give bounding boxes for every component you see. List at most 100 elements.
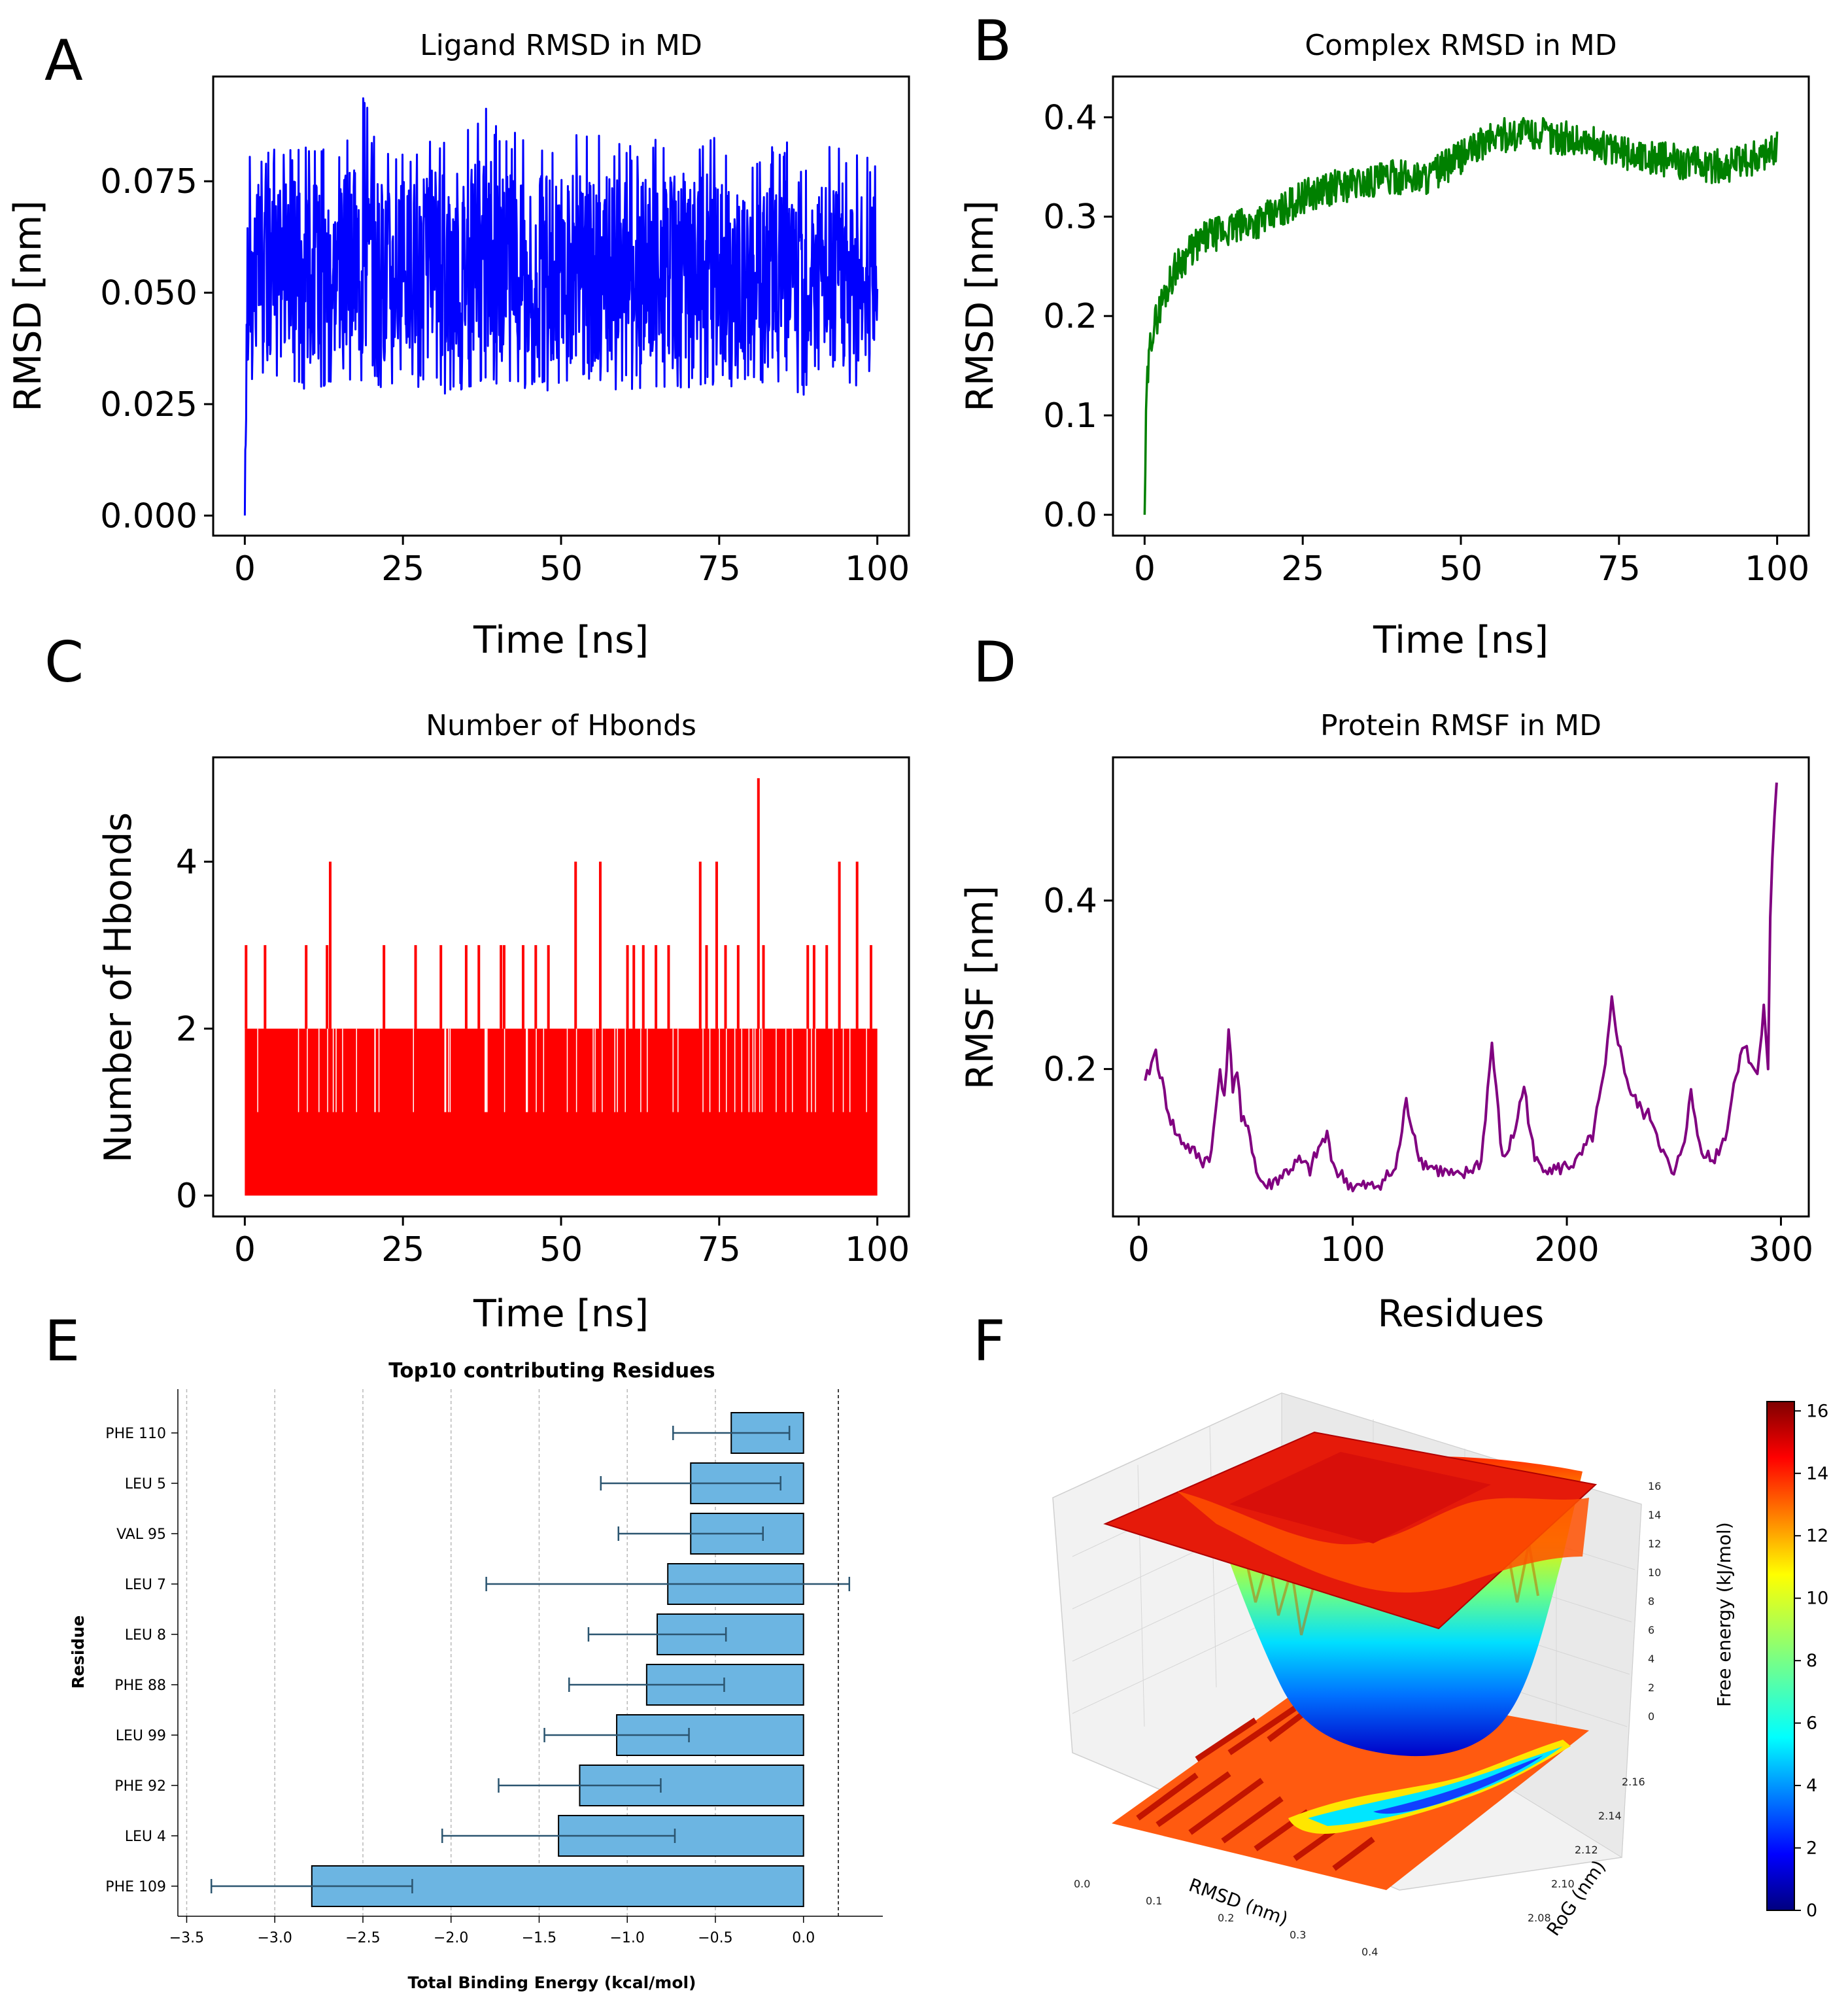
- chart-c-xtick-label: 25: [381, 1230, 424, 1269]
- chart-f-colorbar-tick-label: 6: [1806, 1714, 1817, 1734]
- chart-complex-rmsd: Complex RMSD in MD 0 25 50 75 100 0.0 0.1 0.2 0.…: [959, 29, 1810, 662]
- chart-e-xlabel: Total Binding Energy (kcal/mol): [407, 1973, 696, 1992]
- chart-f-top-plane-highlight: [1229, 1452, 1491, 1543]
- chart-e-xtick-label: −2.0: [434, 1930, 468, 1946]
- chart-b-title: Complex RMSD in MD: [1305, 29, 1617, 62]
- chart-f-ztick-label: 14: [1648, 1509, 1661, 1521]
- chart-e-category-label: VAL 95: [116, 1526, 166, 1543]
- chart-e-xtick-label: −0.5: [698, 1930, 732, 1946]
- chart-e-xtick-label: −3.0: [258, 1930, 292, 1946]
- chart-e-category-label: LEU 99: [116, 1728, 166, 1744]
- chart-a-ytick-label: 0.000: [100, 496, 197, 536]
- chart-e-category-label: PHE 110: [105, 1426, 166, 1442]
- chart-f-floor-cyan-basin: [1308, 1746, 1563, 1826]
- chart-a-series-line: [243, 97, 879, 516]
- chart-d-series-line: [1144, 782, 1778, 1193]
- chart-b-xtick-label: 0: [1134, 549, 1155, 589]
- panel-letter-f: F: [973, 1309, 1005, 1374]
- chart-d-xlabel: Residues: [1378, 1292, 1545, 1335]
- chart-free-energy-landscape: 0.0 0.1 0.2 0.3 0.4 2.08 2.10 2.12 2.14 2.16 0 2 4 6 8…: [1052, 1392, 1828, 1958]
- chart-d-ytick-label: 0.4: [1043, 882, 1097, 921]
- chart-f-xtick-label: 0.2: [1218, 1912, 1234, 1924]
- chart-d-xtick-label: 100: [1320, 1230, 1385, 1269]
- chart-d-xtick-label: 200: [1534, 1230, 1599, 1269]
- chart-b-ytick-label: 0.1: [1043, 396, 1097, 436]
- chart-f-ytick-label: 2.10: [1551, 1878, 1575, 1890]
- chart-f-colorbar-tick-label: 2: [1806, 1838, 1817, 1859]
- chart-c-title: Number of Hbonds: [426, 709, 696, 742]
- chart-f-ytick-label: 2.08: [1528, 1912, 1551, 1924]
- chart-c-xtick-label: 50: [539, 1230, 583, 1269]
- chart-f-ztick-label: 16: [1648, 1480, 1661, 1492]
- chart-a-title: Ligand RMSD in MD: [420, 29, 702, 62]
- chart-b-xlabel: Time [ns]: [1373, 619, 1549, 662]
- panel-letter-c: C: [44, 630, 84, 695]
- panel-letter-b: B: [973, 9, 1012, 74]
- chart-d-xtick-label: 300: [1749, 1230, 1813, 1269]
- chart-a-xtick-label: 75: [698, 549, 741, 589]
- chart-f-colorbar-tick-label: 14: [1806, 1464, 1828, 1484]
- chart-f-ztick-label: 0: [1648, 1710, 1654, 1723]
- chart-a-ylabel: RMSD [nm]: [7, 200, 50, 411]
- chart-c-ytick-label: 4: [176, 843, 197, 882]
- chart-a-ytick-label: 0.075: [100, 162, 197, 201]
- chart-f-ztick-label: 6: [1648, 1624, 1654, 1636]
- chart-f-xlabel: RMSD (nm): [1186, 1874, 1291, 1930]
- chart-f-xtick-label: 0.0: [1074, 1878, 1090, 1890]
- chart-hbonds: Number of Hbonds 0 25 50 75 100 0 2 4 Time [ns]…: [97, 709, 910, 1335]
- chart-f-ytick-label: 2.16: [1622, 1776, 1645, 1788]
- chart-e-category-label: PHE 88: [114, 1678, 166, 1694]
- chart-f-xtick-label: 0.3: [1290, 1929, 1306, 1941]
- chart-e-title: Top10 contributing Residues: [388, 1359, 715, 1383]
- chart-e-xtick-label: 0.0: [792, 1930, 815, 1946]
- chart-protein-rmsf: Protein RMSF in MD 0 100 200 300 0.2 0.4 Resi…: [959, 709, 1813, 1335]
- chart-c-ytick-label: 2: [176, 1010, 197, 1049]
- chart-e-xtick-label: −1.5: [522, 1930, 556, 1946]
- chart-f-xtick-label: 0.4: [1361, 1946, 1378, 1958]
- chart-b-ytick-label: 0.0: [1043, 496, 1097, 535]
- chart-f-ytick-label: 2.14: [1598, 1810, 1622, 1822]
- chart-f-colorbar-tick-label: 4: [1806, 1776, 1817, 1796]
- chart-e-xtick-label: −2.5: [345, 1930, 380, 1946]
- chart-f-ztick-label: 4: [1648, 1653, 1654, 1665]
- chart-f-xtick-label: 0.1: [1146, 1895, 1162, 1907]
- panel-letter-e: E: [44, 1309, 80, 1374]
- chart-f-top-rim: [1177, 1491, 1589, 1593]
- chart-f-colorbar-tick-label: 0: [1806, 1901, 1817, 1921]
- chart-b-ytick-label: 0.2: [1043, 297, 1097, 336]
- chart-b-ytick-label: 0.3: [1043, 198, 1097, 237]
- chart-f-ztick-label: 12: [1648, 1538, 1661, 1550]
- chart-f-ztick-label: 2: [1648, 1681, 1654, 1694]
- chart-a-xlabel: Time [ns]: [473, 619, 649, 662]
- chart-c-xtick-label: 100: [845, 1230, 910, 1269]
- chart-f-ytick-label: 2.12: [1575, 1844, 1598, 1856]
- chart-a-xtick-label: 0: [234, 549, 256, 589]
- chart-b-ytick-label: 0.4: [1043, 98, 1097, 137]
- chart-b-xtick-label: 25: [1281, 549, 1324, 589]
- chart-a-xtick-label: 50: [539, 549, 583, 589]
- chart-e-category-label: LEU 4: [125, 1829, 166, 1845]
- chart-c-ylabel: Number of Hbonds: [97, 812, 140, 1163]
- chart-d-xtick-label: 0: [1128, 1230, 1150, 1269]
- chart-e-xtick-label: −3.5: [169, 1930, 204, 1946]
- chart-f-colorbar-tick-label: 12: [1806, 1526, 1828, 1546]
- chart-a-xtick-label: 25: [381, 549, 424, 589]
- chart-c-fluctuation-band: [245, 1028, 878, 1196]
- chart-e-category-label: LEU 8: [125, 1627, 166, 1644]
- chart-f-colorbar-tick-label: 8: [1806, 1651, 1817, 1671]
- chart-c-xlabel: Time [ns]: [473, 1292, 649, 1335]
- chart-c-xtick-label: 0: [234, 1230, 256, 1269]
- chart-f-colorbar-tick-label: 10: [1806, 1589, 1828, 1609]
- chart-a-ytick-label: 0.025: [100, 385, 197, 424]
- chart-f-colorbar-tick-label: 16: [1806, 1401, 1828, 1421]
- chart-f-ztick-label: 8: [1648, 1595, 1654, 1608]
- chart-d-frame: [1112, 756, 1810, 1218]
- chart-b-xtick-label: 75: [1598, 549, 1641, 589]
- chart-top10-residues: Top10 contributing Residues −3.5 −3.0 −2.5…: [69, 1359, 883, 1992]
- chart-f-colorbar: [1766, 1401, 1795, 1911]
- chart-b-series-line: [1143, 116, 1779, 515]
- chart-a-xtick-label: 100: [845, 549, 910, 589]
- chart-f-floor-blue-basin: [1373, 1755, 1543, 1814]
- chart-f-zlabel: Free energy (kJ/mol): [1713, 1522, 1735, 1707]
